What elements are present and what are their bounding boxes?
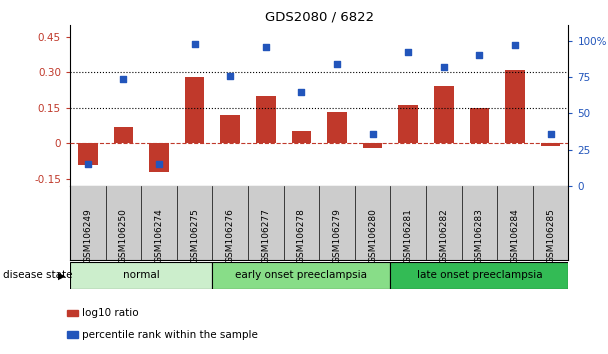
Bar [363,143,382,148]
Point [261,44,271,50]
Bar [149,143,169,172]
Text: percentile rank within the sample: percentile rank within the sample [82,330,258,339]
Point [546,131,556,137]
Bar [292,131,311,143]
Bar [78,143,97,165]
Text: log10 ratio: log10 ratio [82,308,139,318]
Text: late onset preeclampsia: late onset preeclampsia [416,270,542,280]
Bar [327,113,347,143]
Bar [256,96,275,143]
Point [510,42,520,48]
Bar [70,262,212,289]
Point [190,41,199,47]
Text: ▶: ▶ [58,270,66,280]
Bar [398,105,418,143]
Bar [541,143,561,145]
Bar [505,70,525,143]
Text: disease state: disease state [3,270,72,280]
Text: early onset preeclampsia: early onset preeclampsia [235,270,367,280]
Bar [390,262,568,289]
Point [403,50,413,55]
Point [332,61,342,67]
Bar [185,77,204,143]
Bar [469,108,489,143]
Text: normal: normal [123,270,159,280]
Point [154,161,164,167]
Point [119,76,128,81]
Point [368,131,378,137]
Bar [220,115,240,143]
Bar [114,127,133,143]
Bar [434,86,454,143]
Point [83,161,92,167]
Point [226,73,235,79]
Title: GDS2080 / 6822: GDS2080 / 6822 [264,11,374,24]
Bar [212,262,390,289]
Point [297,89,306,95]
Point [475,52,485,58]
Point [439,64,449,70]
